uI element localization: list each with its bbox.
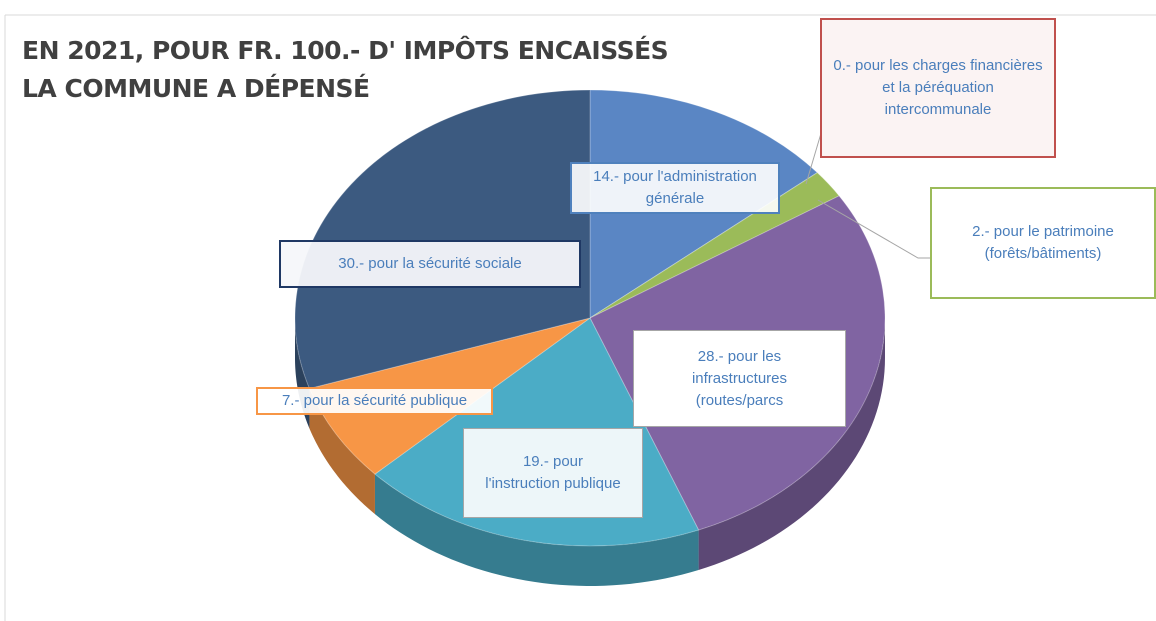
slice (589, 172, 818, 319)
data-label: 30.- pour la sécurité sociale (279, 240, 581, 288)
leader-line (805, 129, 823, 185)
data-label: 14.- pour l'administration générale (570, 162, 780, 214)
leader-line (817, 199, 930, 259)
slice-side (374, 474, 699, 586)
data-label: 2.- pour le patrimoine (forêts/bâtiments… (930, 187, 1156, 299)
data-label: 19.- pour l'instruction publique (463, 428, 643, 518)
data-label: 28.- pour les infrastructures (routes/pa… (633, 330, 846, 427)
slice-side (309, 388, 375, 515)
chart-title: LA COMMUNE A DÉPENSÉ (22, 74, 370, 103)
chart-title: EN 2021, POUR FR. 100.- D' IMPÔTS ENCAIS… (22, 36, 669, 65)
data-label: 7.- pour la sécurité publique (256, 387, 493, 415)
slice-side (698, 318, 885, 570)
data-label: 0.- pour les charges financières et la p… (820, 18, 1056, 158)
slice (294, 89, 591, 390)
